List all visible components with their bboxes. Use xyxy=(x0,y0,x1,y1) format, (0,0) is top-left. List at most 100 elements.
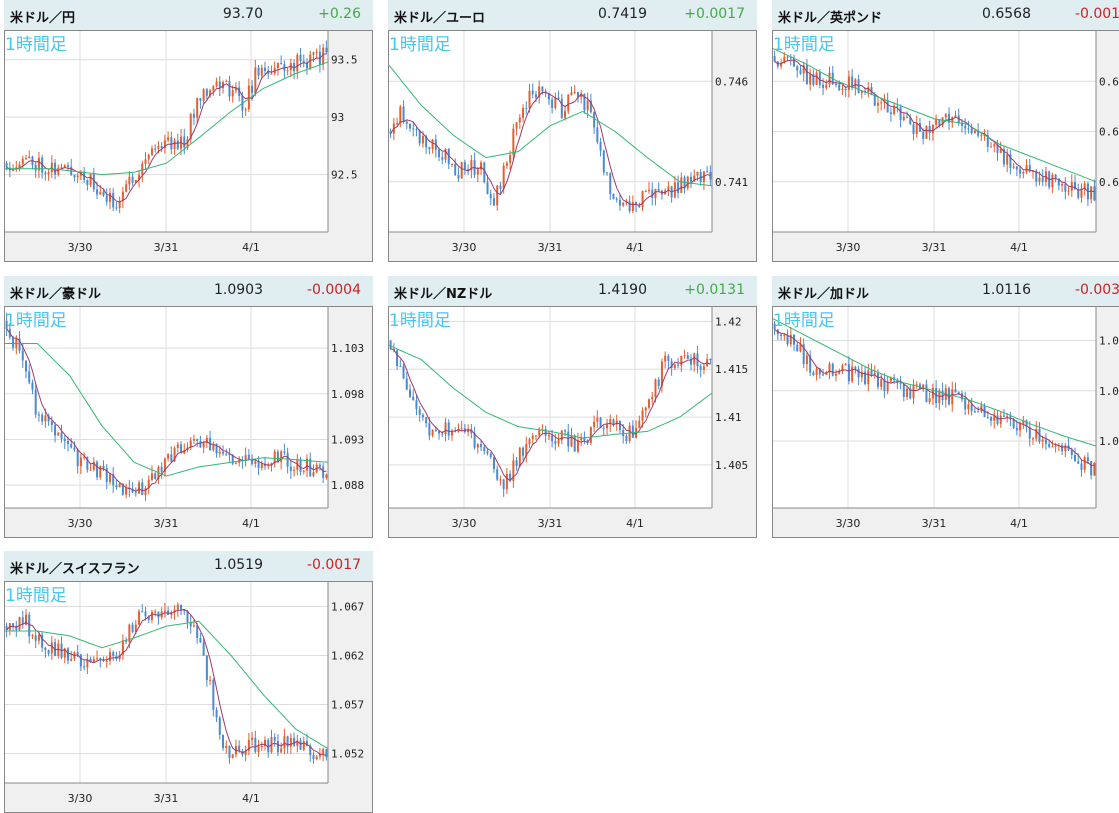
candle-body xyxy=(180,605,182,610)
y-tick-label: 1.098 xyxy=(331,388,364,401)
candle-body xyxy=(648,399,650,408)
candle-body xyxy=(415,129,417,130)
candle-body xyxy=(1048,444,1050,447)
x-tick-label: 3/30 xyxy=(836,517,861,530)
candle-body xyxy=(199,638,201,642)
candle-body xyxy=(896,106,898,107)
candle-body xyxy=(487,182,489,194)
candle-body xyxy=(913,384,915,398)
candle-body xyxy=(425,417,427,423)
candle-body xyxy=(596,127,598,142)
candle-body xyxy=(974,131,976,133)
candle-body xyxy=(77,450,79,467)
candle-body xyxy=(128,177,130,184)
candle-body xyxy=(1013,167,1015,168)
candle-body xyxy=(322,467,324,478)
rate-panel[interactable]: 米ドル／英ポンド0.6568-0.00191時間足0.60.60.63/303/… xyxy=(772,0,1119,262)
candle-body xyxy=(806,65,808,84)
candle-body xyxy=(1016,167,1018,170)
candle-body xyxy=(645,408,647,411)
candle-body xyxy=(174,141,176,150)
candle-body xyxy=(880,379,882,387)
candle-body xyxy=(6,163,8,168)
candle-body xyxy=(612,194,614,199)
candle-body xyxy=(503,479,505,489)
candle-body xyxy=(96,658,98,659)
candle-body xyxy=(19,617,21,630)
candle-body xyxy=(832,364,834,376)
candle-body xyxy=(1026,165,1028,172)
candle-body xyxy=(619,200,621,206)
x-tick-label: 4/1 xyxy=(1010,517,1028,530)
x-tick-label: 3/30 xyxy=(68,241,93,254)
current-rate: 1.0116 xyxy=(982,282,1031,298)
candle-body xyxy=(1074,455,1076,461)
candle-body xyxy=(303,471,305,472)
candle-body xyxy=(251,738,253,740)
pair-name[interactable]: 米ドル／NZドル xyxy=(394,283,492,302)
candle-body xyxy=(274,737,276,741)
candle-body xyxy=(806,355,808,364)
rate-panel[interactable]: 米ドル／加ドル1.0116-0.00391時間足1.01.01.03/303/3… xyxy=(772,276,1119,538)
candle-body xyxy=(1042,440,1044,442)
y-tick-label: 1.42 xyxy=(715,315,742,328)
pair-name[interactable]: 米ドル／英ポンド xyxy=(778,7,882,26)
candle-body xyxy=(535,94,537,97)
pair-name[interactable]: 米ドル／ユーロ xyxy=(394,7,485,26)
candle-body xyxy=(96,462,98,477)
candle-body xyxy=(125,184,127,191)
candle-body xyxy=(86,180,88,185)
candle-body xyxy=(625,436,627,441)
candle-body xyxy=(529,91,531,109)
candle-body xyxy=(428,423,430,435)
candle-body xyxy=(964,126,966,129)
candle-body xyxy=(70,444,72,447)
candle-body xyxy=(164,611,166,612)
timeframe-label: 1時間足 xyxy=(389,35,451,55)
candle-body xyxy=(177,141,179,149)
candle-body xyxy=(270,74,272,75)
candle-body xyxy=(667,356,669,361)
candle-body xyxy=(96,189,98,194)
x-tick-label: 3/30 xyxy=(452,241,477,254)
candle-body xyxy=(493,457,495,469)
candle-body xyxy=(522,108,524,118)
candle-body xyxy=(12,337,14,347)
candle-body xyxy=(1087,457,1089,461)
candle-body xyxy=(151,612,153,620)
candle-body xyxy=(258,462,260,468)
candle-body xyxy=(206,89,208,95)
candle-body xyxy=(25,360,27,371)
candle-body xyxy=(509,155,511,163)
candle-body xyxy=(696,172,698,176)
pair-name[interactable]: 米ドル／円 xyxy=(10,7,75,26)
candle-body xyxy=(419,409,421,415)
candle-body xyxy=(564,430,566,431)
pair-name[interactable]: 米ドル／スイスフラン xyxy=(10,558,140,577)
candle-body xyxy=(690,177,692,182)
candle-body xyxy=(1061,445,1063,451)
candle-body xyxy=(225,746,227,748)
candle-body xyxy=(415,400,417,409)
candle-body xyxy=(312,53,314,55)
candle-body xyxy=(31,383,33,390)
x-tick-label: 4/1 xyxy=(1010,241,1028,254)
candle-body xyxy=(1051,175,1053,188)
candle-body xyxy=(254,462,256,464)
candle-body xyxy=(151,473,153,480)
x-tick-label: 3/30 xyxy=(452,517,477,530)
candle-body xyxy=(825,85,827,88)
pair-name[interactable]: 米ドル／加ドル xyxy=(778,283,869,302)
candle-body xyxy=(232,755,234,758)
candle-body xyxy=(35,390,37,415)
candle-body xyxy=(435,430,437,431)
pair-name[interactable]: 米ドル／豪ドル xyxy=(10,283,101,302)
candle-body xyxy=(799,70,801,73)
